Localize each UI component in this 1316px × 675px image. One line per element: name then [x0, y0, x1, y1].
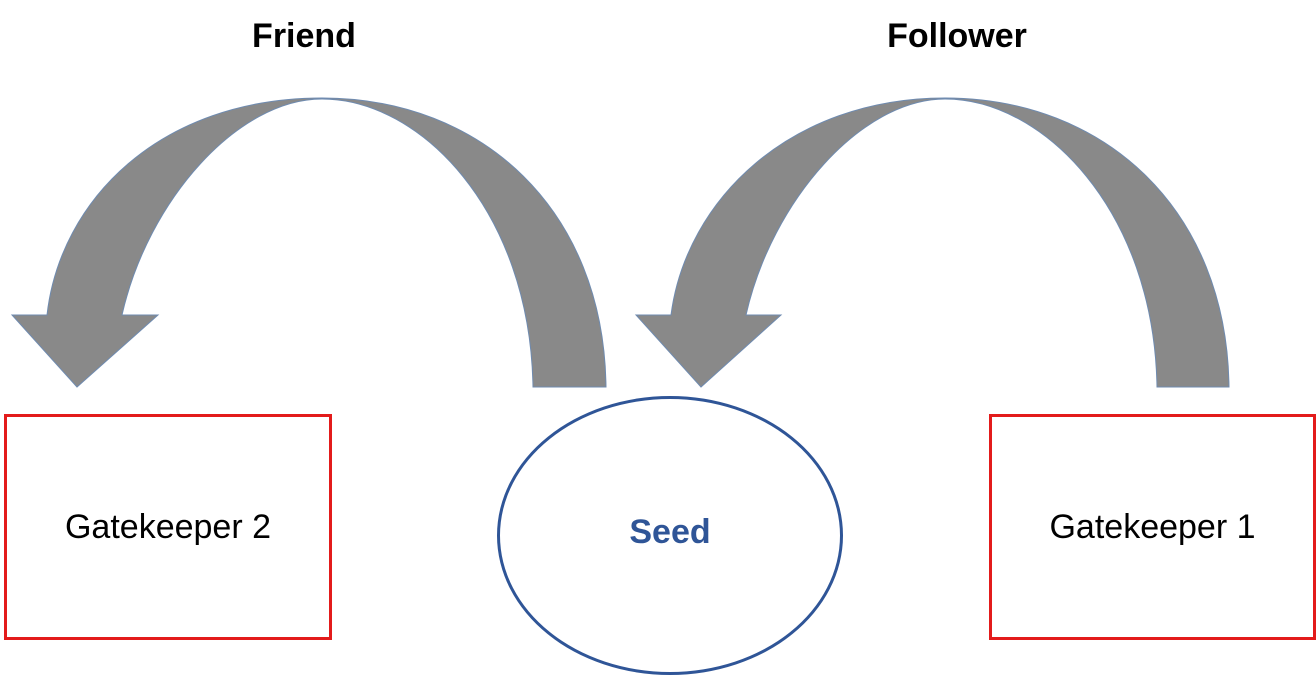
follower-arrow [634, 97, 1230, 388]
follower-edge-label: Follower [887, 17, 1027, 55]
gatekeeper-1-label: Gatekeeper 1 [1049, 507, 1256, 546]
gatekeeper-2-node: Gatekeeper 2 [4, 414, 332, 640]
friend-arrow [10, 97, 607, 388]
gatekeeper-2-label: Gatekeeper 2 [64, 507, 272, 546]
friend-edge-label: Friend [252, 17, 356, 55]
seed-label: Seed [629, 513, 711, 551]
seed-node: Seed [497, 396, 843, 675]
gatekeeper-1-node: Gatekeeper 1 [989, 414, 1316, 640]
